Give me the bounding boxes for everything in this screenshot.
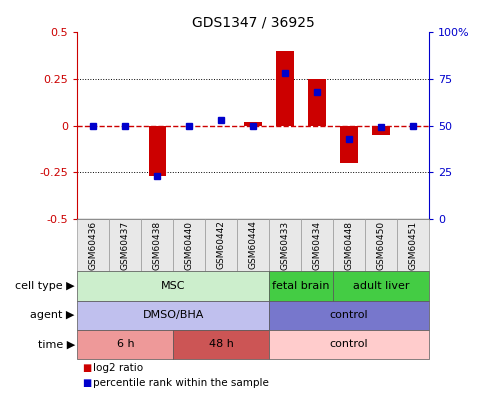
Text: GSM60437: GSM60437 [121, 220, 130, 270]
Bar [308, 79, 326, 126]
Text: GSM60438: GSM60438 [153, 220, 162, 270]
Text: GSM60433: GSM60433 [281, 220, 290, 270]
Bar [276, 51, 294, 126]
Text: control: control [330, 339, 368, 349]
Bar [245, 122, 262, 126]
Text: GSM60440: GSM60440 [185, 221, 194, 269]
Text: fetal brain: fetal brain [272, 281, 330, 291]
Text: DMSO/BHA: DMSO/BHA [143, 310, 204, 320]
Text: GSM60442: GSM60442 [217, 221, 226, 269]
Text: 48 h: 48 h [209, 339, 234, 349]
Title: GDS1347 / 36925: GDS1347 / 36925 [192, 16, 314, 30]
Text: percentile rank within the sample: percentile rank within the sample [93, 378, 269, 388]
Text: GSM60450: GSM60450 [377, 220, 386, 270]
Text: GSM60436: GSM60436 [89, 220, 98, 270]
Bar [149, 126, 166, 176]
Text: agent ▶: agent ▶ [30, 310, 75, 320]
Text: log2 ratio: log2 ratio [93, 363, 143, 373]
Text: MSC: MSC [161, 281, 186, 291]
Text: GSM60444: GSM60444 [249, 221, 258, 269]
Text: GSM60448: GSM60448 [345, 221, 354, 269]
Text: adult liver: adult liver [353, 281, 409, 291]
Text: cell type ▶: cell type ▶ [15, 281, 75, 291]
Bar [372, 126, 390, 135]
Text: ■: ■ [82, 378, 92, 388]
Text: control: control [330, 310, 368, 320]
Text: GSM60434: GSM60434 [313, 221, 322, 269]
Text: GSM60451: GSM60451 [409, 220, 418, 270]
Text: time ▶: time ▶ [37, 339, 75, 349]
Text: 6 h: 6 h [116, 339, 134, 349]
Text: ■: ■ [82, 363, 92, 373]
Bar [340, 126, 358, 163]
